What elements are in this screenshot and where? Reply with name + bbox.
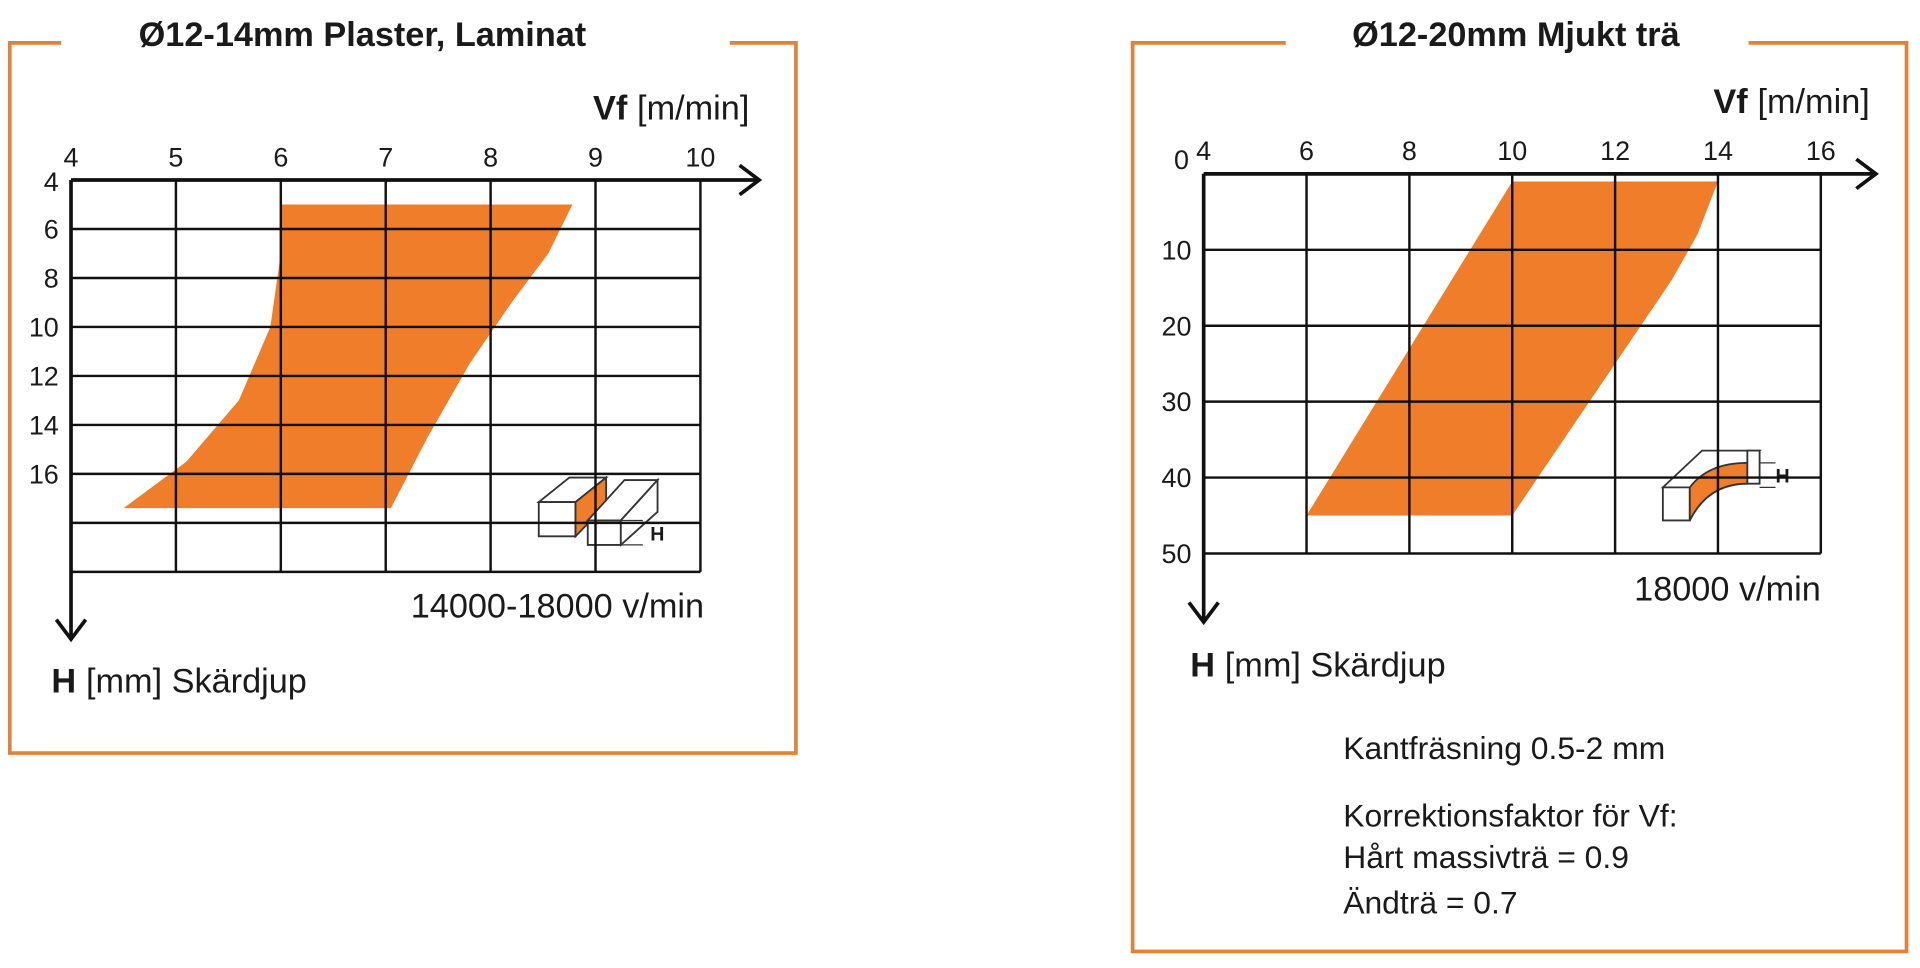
x-tick-label: 5 bbox=[168, 142, 183, 172]
x-tick-label: 10 bbox=[1497, 136, 1527, 166]
y-tick-label: 10 bbox=[1161, 235, 1191, 265]
y-tick-label: 12 bbox=[29, 361, 59, 391]
y-axis-unit: [mm] Skärdjup bbox=[1225, 646, 1446, 684]
x-tick-label: 4 bbox=[1196, 136, 1211, 166]
x-axis-symbol: Vf bbox=[593, 89, 628, 127]
x-tick-label: 9 bbox=[588, 142, 603, 172]
x-tick-label: 4 bbox=[64, 142, 79, 172]
y-axis-arrow bbox=[1187, 601, 1220, 626]
y-tick-label: 10 bbox=[29, 313, 59, 343]
x-tick-label: 8 bbox=[1402, 136, 1417, 166]
x-tick-label: 6 bbox=[1299, 136, 1314, 166]
x-tick-label: 10 bbox=[685, 142, 715, 172]
x-axis-arrow bbox=[1855, 157, 1879, 191]
frame bbox=[1130, 41, 1909, 954]
y-tick-label: 20 bbox=[1161, 311, 1191, 341]
frame bbox=[7, 41, 798, 755]
annotation: 14000-18000 v/min bbox=[411, 588, 704, 626]
chart-title: Ø12-14mm Plaster, Laminat bbox=[139, 16, 587, 54]
y-axis-symbol: H bbox=[51, 662, 76, 700]
x-tick-label: 6 bbox=[273, 142, 288, 172]
y-tick-label: 30 bbox=[1161, 387, 1191, 417]
x-tick-label: 14 bbox=[1703, 136, 1733, 166]
x-tick-label: 12 bbox=[1600, 136, 1630, 166]
x-axis-unit: [m/min] bbox=[1757, 83, 1869, 121]
x-tick-label: 7 bbox=[378, 142, 393, 172]
note: Hårt massivträ = 0.9 bbox=[1343, 839, 1629, 875]
x-axis-unit: [m/min] bbox=[637, 89, 749, 127]
y-tick-label: 50 bbox=[1161, 539, 1191, 569]
y-axis-symbol: H bbox=[1190, 646, 1215, 684]
x-axis-arrow bbox=[738, 163, 763, 197]
y-tick-label: 4 bbox=[44, 167, 59, 197]
chart-title: Ø12-20mm Mjukt trä bbox=[1352, 16, 1680, 54]
y-tick-label: 8 bbox=[44, 264, 59, 294]
y-axis-arrow bbox=[54, 618, 88, 643]
operating-region bbox=[123, 204, 573, 509]
annotation: 18000 v/min bbox=[1634, 571, 1821, 609]
x-tick-label: 16 bbox=[1806, 136, 1836, 166]
note: Kantfräsning 0.5-2 mm bbox=[1343, 730, 1665, 766]
note: Ändträ = 0.7 bbox=[1343, 884, 1517, 920]
x-tick-label: 8 bbox=[483, 142, 498, 172]
icon-label: H bbox=[650, 523, 664, 545]
note: Korrektionsfaktor för Vf: bbox=[1343, 797, 1677, 833]
y-tick-label: 6 bbox=[44, 215, 59, 245]
y-tick-label: 16 bbox=[29, 459, 59, 489]
y-tick-label: 14 bbox=[29, 410, 59, 440]
y-tick-label: 0 bbox=[1174, 145, 1189, 175]
y-axis-unit: [mm] Skärdjup bbox=[86, 662, 307, 700]
cut-icon bbox=[536, 475, 660, 547]
y-tick-label: 40 bbox=[1161, 463, 1191, 493]
x-axis-symbol: Vf bbox=[1713, 83, 1748, 121]
